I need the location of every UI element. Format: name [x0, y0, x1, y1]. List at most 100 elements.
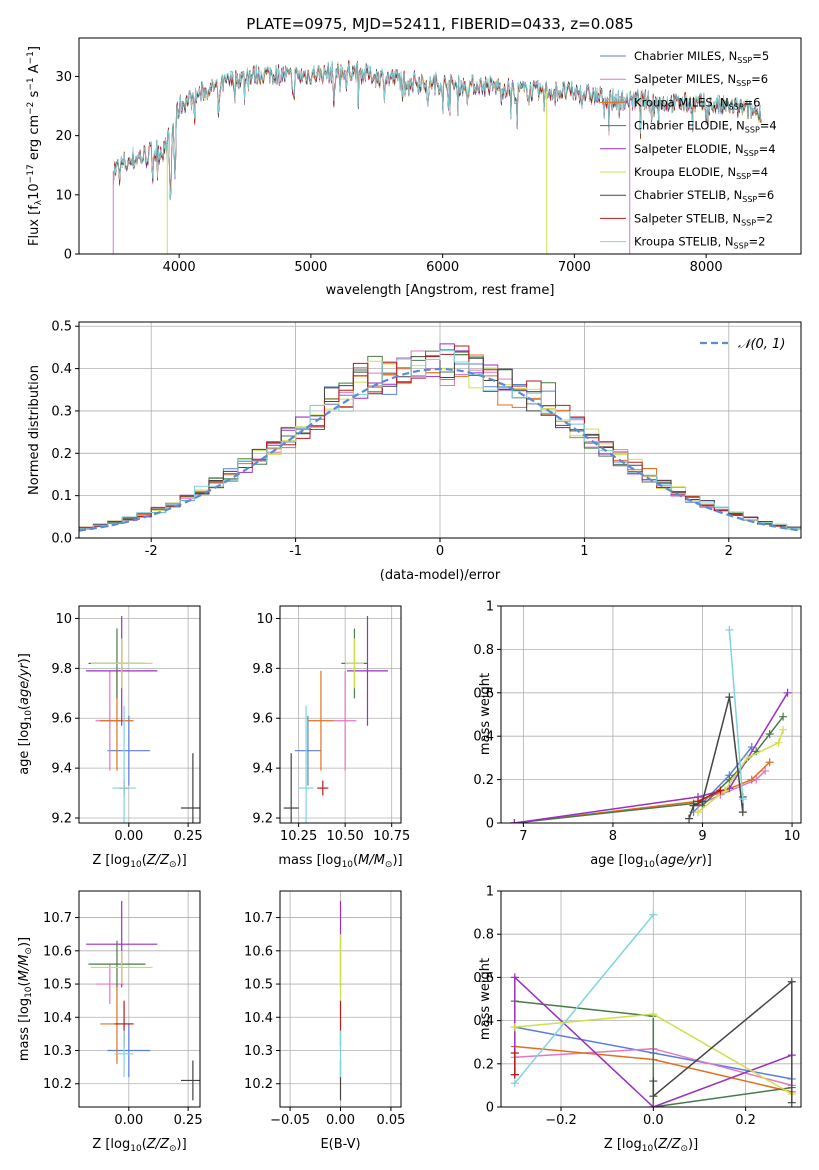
- weight-marker: [774, 738, 783, 747]
- panel-residuals: -2 -1 0 1 2 0.0 0.1 0.2 0.3 0.4 0.5: [51, 320, 802, 559]
- legend-entry: Chabrier ELODIE, NSSP=4: [634, 119, 777, 135]
- x-tick-label: 1: [580, 544, 588, 559]
- panel-mass-vs-EBV: −0.05 0.00 0.05 10.2 10.3 10.4 10.5 10.6 10.7: [244, 890, 405, 1128]
- weight-line: [514, 761, 771, 823]
- y-tick-label: 0: [486, 817, 494, 832]
- y-axis-label: mass weight: [478, 673, 493, 755]
- y-tick-label: 0.8: [473, 643, 494, 658]
- y-tick-label: 10.2: [43, 1077, 72, 1092]
- y-tick-label: 10: [55, 188, 72, 203]
- weight-marker: [510, 973, 519, 982]
- y-tick-label: 9.4: [252, 762, 273, 777]
- weight-marker: [761, 766, 770, 775]
- legend-entry: Salpeter STELIB, NSSP=2: [634, 211, 773, 227]
- x-tick-label: 0.00: [114, 829, 143, 844]
- y-tick-label: 10: [55, 612, 72, 627]
- weight-marker: [783, 688, 792, 697]
- weight-marker: [694, 808, 703, 817]
- panel-age-vs-Z: 0.00 0.25 9.2 9.4 9.6 9.8 10: [51, 605, 203, 844]
- weight-marker: [694, 797, 703, 806]
- plot-area: [283, 615, 388, 823]
- chart-title: PLATE=0975, MJD=52411, FIBERID=0433, z=0…: [246, 15, 633, 33]
- y-tick-label: 0.5: [51, 320, 72, 335]
- y-tick-label: 20: [55, 129, 72, 144]
- y-tick-label: 1: [486, 600, 494, 615]
- y-tick-label: 0.3: [51, 404, 72, 419]
- plot-area: [112, 60, 762, 254]
- y-axis-label: mass weight: [478, 958, 493, 1040]
- x-tick-label: 0: [436, 544, 444, 559]
- x-axis-label: age [log10(age/yr)]: [590, 853, 712, 870]
- weight-marker: [649, 910, 658, 919]
- gaussian-curve: [79, 367, 801, 532]
- weight-line: [697, 789, 721, 802]
- weight-marker: [649, 1010, 658, 1019]
- x-tick-label: -2: [145, 544, 158, 559]
- weight-line: [514, 1000, 792, 1107]
- weight-marker: [787, 1098, 796, 1107]
- y-tick-label: 9.6: [51, 712, 72, 727]
- weight-marker: [725, 693, 734, 702]
- weight-marker: [738, 795, 747, 804]
- x-tick-label: 10.75: [373, 829, 410, 844]
- weight-line: [697, 770, 766, 807]
- y-axis-label: Normed distribution: [27, 365, 42, 495]
- x-axis-label: E(B-V): [320, 1137, 360, 1152]
- weight-marker: [510, 1070, 519, 1079]
- x-tick-label: 0.05: [376, 1113, 405, 1128]
- y-tick-label: 10.4: [43, 1011, 72, 1026]
- y-tick-label: 10.6: [244, 944, 273, 959]
- weight-marker: [743, 753, 752, 762]
- y-tick-label: 10: [256, 612, 273, 627]
- plot-area: [86, 900, 200, 1101]
- y-tick-label: 0.2: [473, 773, 494, 788]
- y-tick-label: 0.6: [473, 686, 494, 701]
- weight-marker: [716, 786, 725, 795]
- y-tick-label: 10.3: [244, 1044, 273, 1059]
- y-tick-label: 9.8: [252, 662, 273, 677]
- weight-marker: [649, 1103, 658, 1107]
- y-tick-label: 0.1: [51, 489, 72, 504]
- x-tick-label: -1: [289, 544, 302, 559]
- y-tick-label: 10.5: [43, 978, 72, 993]
- y-tick-label: 10.2: [244, 1077, 273, 1092]
- panel-age-vs-mass: 10.25 10.50 10.75 9.2 9.4 9.6 9.8 10: [252, 605, 410, 844]
- legend-entry: Kroupa ELODIE, NSSP=4: [634, 165, 768, 181]
- x-tick-label: 0.00: [114, 1113, 143, 1128]
- weight-marker: [779, 712, 788, 721]
- y-tick-label: 10.7: [43, 911, 72, 926]
- weight-marker: [510, 819, 519, 823]
- axes-frame: [500, 605, 802, 824]
- y-tick-label: 9.2: [252, 812, 273, 827]
- y-tick-label: 10.7: [244, 911, 273, 926]
- x-axis-label: Z [log10(Z/Z⊙)]: [92, 853, 186, 870]
- x-tick-label: 0.2: [735, 1113, 756, 1128]
- panel-weight-vs-Z: −0.2 0.0 0.2 0 0.2 0.4 0.6 0.8 1: [473, 885, 802, 1128]
- legend-entry: Kroupa STELIB, NSSP=2: [634, 235, 765, 251]
- y-tick-label: 10.6: [43, 944, 72, 959]
- legend-entry: Chabrier MILES, NSSP=5: [634, 49, 769, 65]
- y-axis-label: Flux [fλ10−17 erg cm−2 s−1 A−1]: [26, 46, 44, 246]
- y-tick-label: 0.6: [473, 971, 494, 986]
- x-tick-label: 5000: [294, 260, 327, 275]
- axes-frame: [279, 605, 402, 824]
- weight-line: [514, 692, 789, 823]
- weight-marker: [689, 801, 698, 810]
- weight-line: [688, 696, 744, 819]
- weight-marker: [725, 625, 734, 634]
- y-tick-label: 10.3: [43, 1044, 72, 1059]
- x-axis-label: Z [log10(Z/Z⊙)]: [92, 1137, 186, 1154]
- x-tick-label: 4000: [163, 260, 196, 275]
- y-axis-label: age [log10(age/yr)]: [17, 653, 34, 775]
- y-axis-label: mass [log10(M/M⊙)]: [17, 937, 34, 1061]
- weight-marker: [510, 1023, 519, 1032]
- weight-marker: [685, 814, 694, 823]
- x-tick-label: 8000: [690, 260, 723, 275]
- weight-line: [728, 629, 744, 800]
- weight-marker: [649, 1077, 658, 1086]
- weight-marker: [738, 808, 747, 817]
- axes-frame: [78, 37, 802, 255]
- axes-frame: [500, 890, 802, 1108]
- plot-area: [510, 910, 796, 1107]
- y-tick-label: 9.6: [252, 712, 273, 727]
